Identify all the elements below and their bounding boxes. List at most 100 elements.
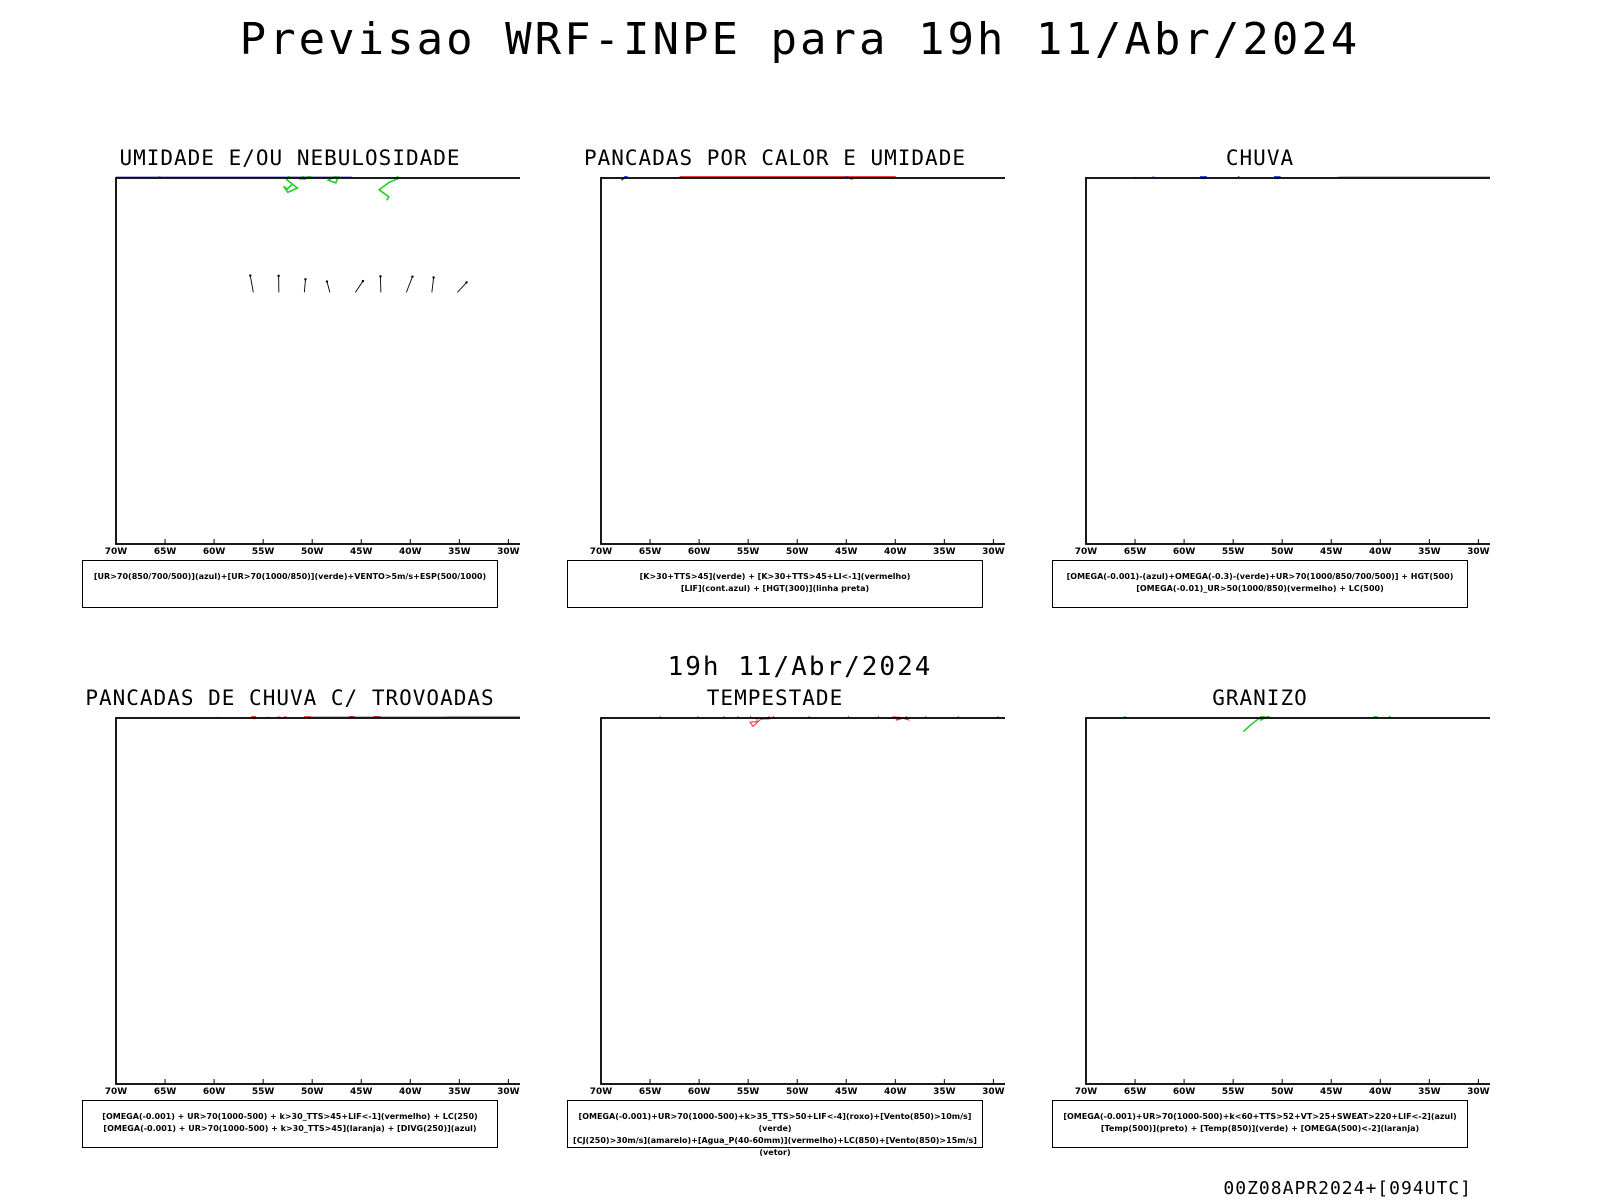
lon-label: 50W	[1271, 547, 1294, 557]
panel-rain: CHUVA 5825795765735705675645615585555521…	[1050, 146, 1490, 636]
legend-line: [OMEGA(-0.001)+UR>70(1000-500)+k>35_TTS>…	[578, 1112, 972, 1133]
mid-time-label: 19h 11/Abr/2024	[667, 652, 933, 682]
map-background	[601, 178, 1005, 544]
wind-vector	[405, 276, 413, 293]
wind-vector	[354, 280, 364, 293]
frame-border	[600, 717, 1005, 1085]
frame-border	[1085, 177, 1490, 545]
lon-label: 40W	[1369, 1087, 1392, 1097]
legend-line: [UR>70(850/700/500)](azul)+[UR>70(1000/8…	[93, 572, 487, 581]
lifted-index-contour	[620, 176, 629, 181]
lon-label: 30W	[982, 547, 1005, 557]
vector-head	[249, 274, 252, 277]
map-hail: -6-9-12-15-18-21-24121215151812S15S18S21…	[1075, 716, 1490, 1097]
panel-title: UMIDADE E/OU NEBULOSIDADE	[119, 146, 461, 170]
lon-label: 40W	[1369, 547, 1392, 557]
panel-legend: [OMEGA(-0.001)-(azul)+OMEGA(-0.3)-(verde…	[1052, 560, 1468, 608]
map-frame: 12S15S18S21S24S27S30S33S36S39S42S70W65W6…	[1075, 717, 1490, 1097]
panel-legend: [OMEGA(-0.001)+UR>70(1000-500)+k<60+TTS>…	[1052, 1100, 1468, 1148]
lon-label: 45W	[1320, 547, 1343, 557]
lon-label: 55W	[1222, 1087, 1245, 1097]
map-frame: 12S15S18S21S24S27S30S33S36S39S42S70W65W6…	[590, 177, 1005, 557]
lon-label: 30W	[1467, 1087, 1490, 1097]
lon-label: 30W	[497, 547, 520, 557]
lon-label: 60W	[203, 547, 226, 557]
panel-hail: GRANIZO -6-9-12-15-18-21-24121215151812S…	[1050, 686, 1490, 1176]
lon-label: 40W	[399, 1087, 422, 1097]
lon-label: 70W	[105, 1087, 128, 1097]
wind-vector	[457, 282, 467, 293]
lon-label: 45W	[835, 547, 858, 557]
map-background	[116, 178, 520, 544]
vector-head	[304, 278, 307, 281]
map-frame: 12S15S18S21S24S27S30S33S36S39S42S70W65W6…	[105, 717, 520, 1097]
lon-label: 70W	[1075, 547, 1098, 557]
lon-label: 45W	[350, 547, 373, 557]
map-rain: 58257957657357056756456155855555212S15S1…	[1075, 176, 1490, 557]
panel-title: GRANIZO	[1212, 686, 1308, 710]
lon-label: 40W	[884, 547, 907, 557]
map-background	[116, 718, 520, 1084]
vector-head	[361, 279, 365, 283]
vector-head	[465, 281, 468, 284]
lon-label: 70W	[1075, 1087, 1098, 1097]
main-title: Previsao WRF-INPE para 19h 11/Abr/2024	[239, 14, 1361, 65]
humidity-low-contour	[283, 176, 299, 194]
lon-label: 60W	[1173, 547, 1196, 557]
omega-area	[1151, 176, 1155, 177]
vector-head	[325, 280, 329, 283]
map-frame: 12S15S18S21S24S27S30S33S36S39S42S70W65W6…	[1075, 177, 1490, 557]
lon-label: 30W	[497, 1087, 520, 1097]
panel-thunderstorm-showers: PANCADAS DE CHUVA C/ TROVOADAS 12S15S18S…	[80, 686, 520, 1176]
panel-legend: [OMEGA(-0.001)+UR>70(1000-500)+k>35_TTS>…	[567, 1100, 983, 1157]
map-thunderstorm-showers: 12S15S18S21S24S27S30S33S36S39S42S70W65W6…	[105, 716, 520, 1097]
lon-label: 70W	[105, 547, 128, 557]
lon-label: 55W	[252, 547, 275, 557]
vector-head	[411, 275, 414, 278]
lon-label: 45W	[1320, 1087, 1343, 1097]
vector-head	[432, 276, 435, 279]
omega-area	[1237, 176, 1240, 178]
frame-border	[115, 177, 520, 545]
lon-label: 50W	[786, 1087, 809, 1097]
wind-vector	[431, 277, 435, 293]
frame-border	[600, 177, 1005, 545]
map-background	[601, 718, 1005, 1084]
panel-legend: [OMEGA(-0.001) + UR>70(1000-500) + k>30_…	[82, 1100, 498, 1148]
instability-west	[601, 176, 603, 178]
map-storm: 40504012S15S18S21S24S27S30S33S36S39S42S7…	[590, 716, 1005, 1097]
lon-label: 65W	[154, 547, 177, 557]
temp850-contour	[1123, 716, 1127, 718]
lon-label: 50W	[301, 547, 324, 557]
humidity-low-contour	[298, 176, 313, 181]
lon-label: 35W	[448, 1087, 471, 1097]
lon-label: 65W	[1124, 1087, 1147, 1097]
temp850-contour	[1242, 716, 1264, 733]
panel-storm: TEMPESTADE 40504012S15S18S21S24S27S30S33…	[565, 686, 1005, 1176]
lon-label: 70W	[590, 547, 613, 557]
map-background	[1086, 178, 1490, 544]
panel-heat-showers: PANCADAS POR CALOR E UMIDADE 96809680968…	[565, 146, 1005, 636]
hail-fields: -6-9-12-15-18-21-241212151518	[1123, 716, 1431, 733]
lon-label: 55W	[252, 1087, 275, 1097]
lon-label: 70W	[590, 1087, 613, 1097]
map-background	[1086, 718, 1490, 1084]
map-humidity: 1012101210121016102010201024102456457057…	[105, 176, 520, 557]
lon-label: 50W	[301, 1087, 324, 1097]
lon-label: 60W	[203, 1087, 226, 1097]
vector-head	[379, 275, 382, 278]
lon-label: 65W	[639, 547, 662, 557]
lon-label: 35W	[933, 1087, 956, 1097]
legend-line: [K>30+TTS>45](verde) + [K>30+TTS>45+LI<-…	[639, 572, 911, 581]
legend-line: [OMEGA(-0.001)-(azul)+OMEGA(-0.3)-(verde…	[1066, 572, 1454, 581]
panel-title: PANCADAS DE CHUVA C/ TROVOADAS	[85, 686, 495, 710]
lon-label: 50W	[786, 547, 809, 557]
lon-label: 35W	[1418, 1087, 1441, 1097]
map-heat-showers: 9680968096809600960096009520952094409440…	[590, 176, 1005, 557]
lon-label: 60W	[688, 547, 711, 557]
legend-line: [Temp(500)](preto) + [Temp(850)](verde) …	[1100, 1124, 1420, 1133]
lon-label: 65W	[639, 1087, 662, 1097]
wind-vector	[303, 279, 306, 293]
lon-label: 55W	[1222, 547, 1245, 557]
lon-label: 35W	[1418, 547, 1441, 557]
